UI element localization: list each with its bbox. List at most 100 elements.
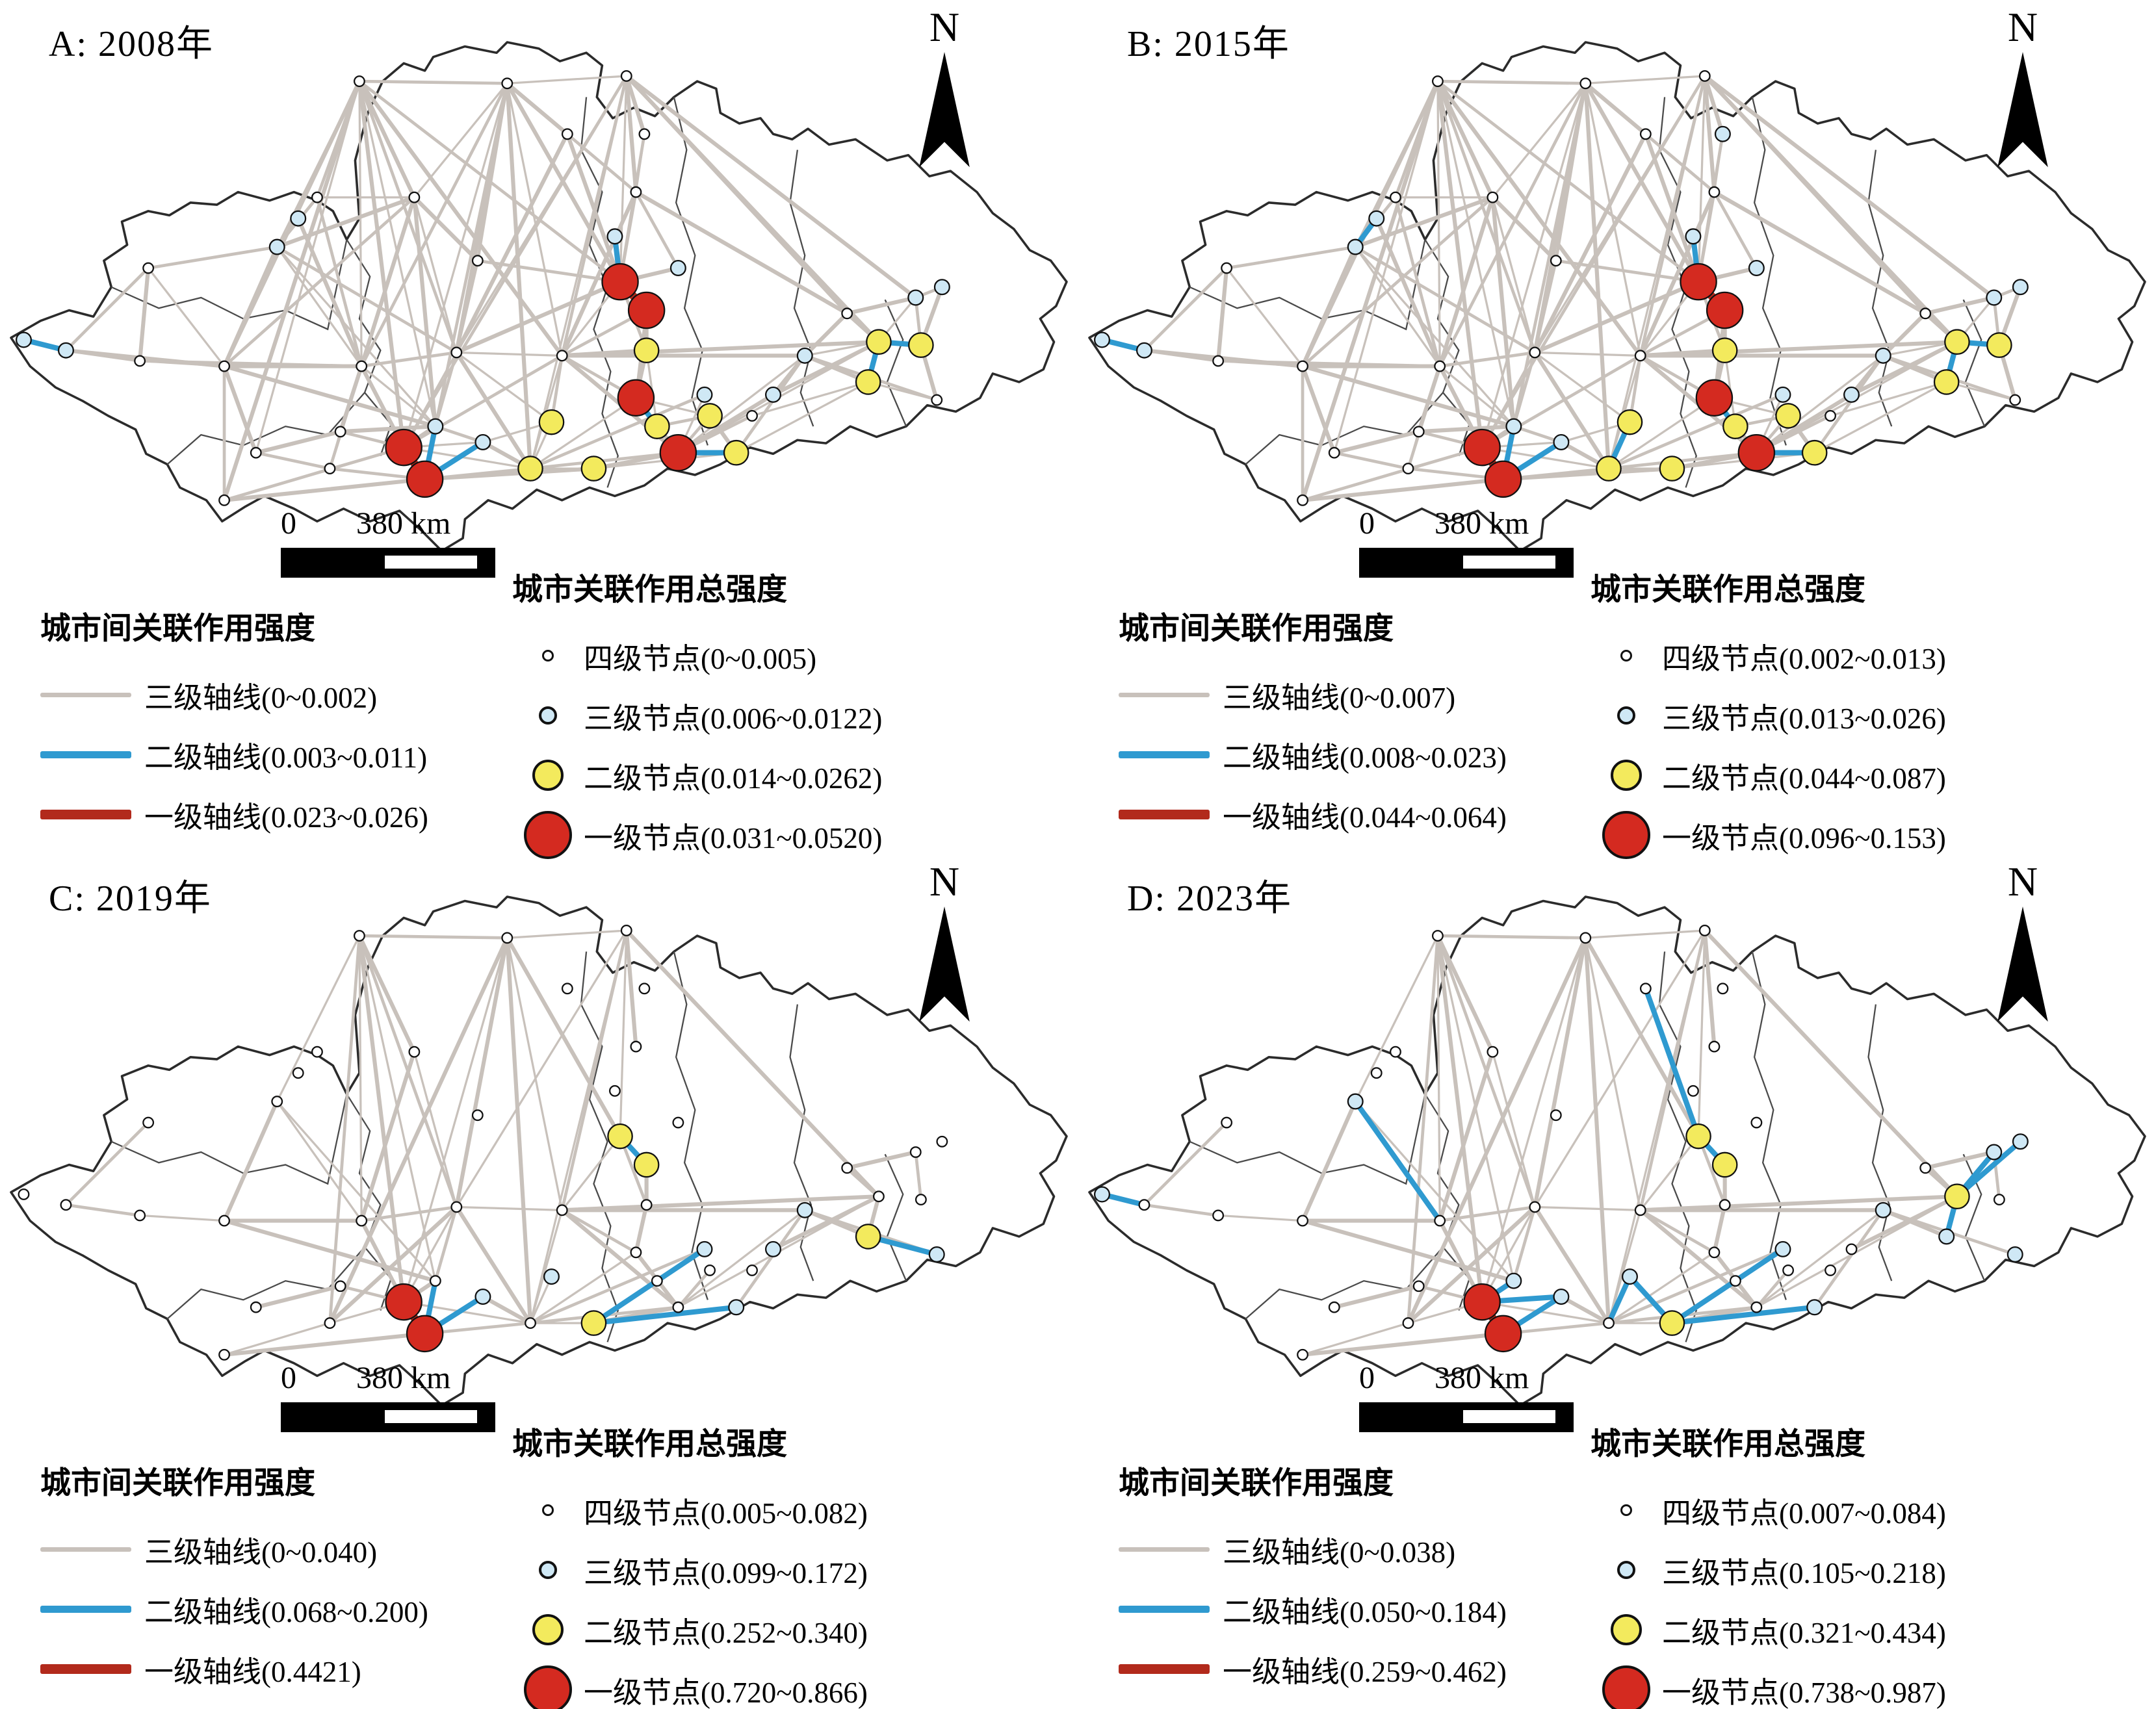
- legend-nodes-title: 城市关联作用总强度: [1591, 573, 1865, 607]
- scalebar-graphic: [281, 548, 495, 578]
- tier4-node-icon: [542, 1504, 554, 1516]
- scalebar-graphic: [1359, 548, 1574, 578]
- legend-edges-a: 城市间关联作用强度 三级轴线(0~0.002) 二级轴线(0.003~0.011…: [40, 603, 428, 844]
- tier3-axis-line-icon: [1119, 692, 1210, 697]
- panel-a: A: 2008年 N 0 380 km 城市间关联作用强度 三级轴线(0~0.00…: [0, 0, 1078, 859]
- tier2-node-icon: [1611, 760, 1642, 791]
- scale-zero: 0: [281, 1361, 296, 1395]
- tier1-node-icon: [524, 1665, 572, 1709]
- north-arrow-icon: [1997, 52, 2048, 168]
- legend-item: 一级节点(0.031~0.0520): [512, 805, 882, 865]
- scalebar-c: 0 380 km: [281, 1360, 554, 1432]
- tier3-node-icon: [539, 706, 557, 725]
- legend-item: 三级节点(0.105~0.218): [1591, 1540, 1946, 1600]
- map-canvas-c: [10, 895, 1068, 1407]
- tier2-axis-line-icon: [40, 751, 131, 758]
- legend-item: 二级轴线(0.068~0.200): [40, 1579, 428, 1639]
- tier4-node-icon: [1620, 650, 1632, 662]
- scalebar-segment: [382, 552, 480, 572]
- legend-item: 三级节点(0.006~0.0122): [512, 686, 882, 745]
- scalebar-a: 0 380 km: [281, 506, 554, 578]
- legend-item: 四级节点(0~0.005): [512, 626, 882, 686]
- legend-item: 二级节点(0.252~0.340): [512, 1600, 868, 1660]
- tier3-node-icon: [1617, 706, 1635, 725]
- scalebar-b: 0 380 km: [1359, 506, 1632, 578]
- legend-item: 一级节点(0.720~0.866): [512, 1660, 868, 1709]
- legend-nodes-d: 城市关联作用总强度 四级节点(0.007~0.084) 三级节点(0.105~0…: [1591, 1419, 1946, 1709]
- legend-item: 一级轴线(0.259~0.462): [1119, 1639, 1507, 1699]
- legend-item: 一级轴线(0.044~0.064): [1119, 784, 1507, 844]
- tier1-axis-line-icon: [40, 809, 131, 819]
- scale-zero: 0: [281, 506, 296, 541]
- north-label: N: [929, 858, 960, 905]
- north-arrow-icon: [1997, 906, 2048, 1022]
- panel-d: D: 2023年 N 0 380 km 城市间关联作用强度 三级轴线(0~0.03…: [1078, 854, 2156, 1709]
- tier3-node-icon: [1617, 1561, 1635, 1579]
- north-label: N: [2007, 858, 2038, 905]
- legend-nodes-title: 城市关联作用总强度: [512, 573, 787, 607]
- legend-nodes-title: 城市关联作用总强度: [512, 1428, 787, 1461]
- tier3-node-icon: [539, 1561, 557, 1579]
- tier3-axis-line-icon: [1119, 1547, 1210, 1552]
- north-label: N: [929, 4, 960, 50]
- legend-item: 四级节点(0.002~0.013): [1591, 626, 1946, 686]
- legend-item: 三级轴线(0~0.040): [40, 1519, 428, 1579]
- legend-edges-c: 城市间关联作用强度 三级轴线(0~0.040) 二级轴线(0.068~0.200…: [40, 1458, 428, 1699]
- legend-nodes-c: 城市关联作用总强度 四级节点(0.005~0.082) 三级节点(0.099~0…: [512, 1419, 868, 1709]
- north-arrow-a: N: [909, 6, 980, 169]
- scalebar-segment: [382, 1407, 480, 1426]
- scale-distance: 380 km: [1435, 1361, 1529, 1395]
- tier2-axis-line-icon: [40, 1605, 131, 1613]
- tier2-node-icon: [1611, 1614, 1642, 1645]
- panel-c: C: 2019年 N 0 380 km 城市间关联作用强度 三级轴线(0~0.04…: [0, 854, 1078, 1709]
- tier1-node-icon: [1602, 1665, 1650, 1709]
- tier3-axis-line-icon: [40, 1547, 131, 1552]
- scalebar-graphic: [281, 1402, 495, 1432]
- legend-edges-title: 城市间关联作用强度: [40, 1467, 315, 1500]
- legend-item: 一级节点(0.096~0.153): [1591, 805, 1946, 865]
- tier4-node-icon: [1620, 1504, 1632, 1516]
- legend-edges-title: 城市间关联作用强度: [1119, 1467, 1394, 1500]
- map-canvas-d: [1088, 895, 2146, 1407]
- tier2-axis-line-icon: [1119, 1605, 1210, 1613]
- scale-distance: 380 km: [1435, 506, 1529, 541]
- scalebar-graphic: [1359, 1402, 1574, 1432]
- north-label: N: [2007, 4, 2038, 50]
- legend-item: 二级轴线(0.050~0.184): [1119, 1579, 1507, 1639]
- legend-item: 三级节点(0.099~0.172): [512, 1540, 868, 1600]
- legend-item: 二级轴线(0.003~0.011): [40, 725, 428, 784]
- legend-nodes-b: 城市关联作用总强度 四级节点(0.002~0.013) 三级节点(0.013~0…: [1591, 564, 1946, 865]
- tier4-node-icon: [542, 650, 554, 662]
- north-arrow-b: N: [1987, 6, 2059, 169]
- legend-nodes-a: 城市关联作用总强度 四级节点(0~0.005) 三级节点(0.006~0.012…: [512, 564, 882, 865]
- tier1-axis-line-icon: [40, 1664, 131, 1674]
- north-arrow-c: N: [909, 861, 980, 1023]
- tier1-axis-line-icon: [1119, 1664, 1210, 1674]
- legend-item: 一级轴线(0.4421): [40, 1639, 428, 1699]
- tier2-node-icon: [532, 760, 564, 791]
- legend-item: 三级节点(0.013~0.026): [1591, 686, 1946, 745]
- legend-edges-d: 城市间关联作用强度 三级轴线(0~0.038) 二级轴线(0.050~0.184…: [1119, 1458, 1507, 1699]
- scalebar-segment: [1460, 1407, 1559, 1426]
- panel-b-title: B: 2015年: [1127, 24, 1290, 64]
- scalebar-d: 0 380 km: [1359, 1360, 1632, 1432]
- scalebar-segment: [1460, 552, 1559, 572]
- legend-edges-b: 城市间关联作用强度 三级轴线(0~0.007) 二级轴线(0.008~0.023…: [1119, 603, 1507, 844]
- legend-item: 二级节点(0.321~0.434): [1591, 1600, 1946, 1660]
- scale-distance: 380 km: [356, 1361, 451, 1395]
- panel-b: B: 2015年 N 0 380 km 城市间关联作用强度 三级轴线(0~0.00…: [1078, 0, 2156, 859]
- scale-zero: 0: [1359, 1361, 1375, 1395]
- legend-nodes-title: 城市关联作用总强度: [1591, 1428, 1865, 1461]
- legend-edges-title: 城市间关联作用强度: [1119, 612, 1394, 646]
- tier2-node-icon: [532, 1614, 564, 1645]
- map-canvas-a: [10, 41, 1068, 552]
- legend-edges-title: 城市间关联作用强度: [40, 612, 315, 646]
- legend-item: 一级节点(0.738~0.987): [1591, 1660, 1946, 1709]
- legend-item: 二级节点(0.014~0.0262): [512, 745, 882, 805]
- legend-item: 一级轴线(0.023~0.026): [40, 784, 428, 844]
- panel-c-title: C: 2019年: [49, 879, 212, 919]
- legend-item: 三级轴线(0~0.002): [40, 665, 428, 725]
- tier1-node-icon: [524, 811, 572, 859]
- legend-item: 三级轴线(0~0.038): [1119, 1519, 1507, 1579]
- legend-item: 二级节点(0.044~0.087): [1591, 745, 1946, 805]
